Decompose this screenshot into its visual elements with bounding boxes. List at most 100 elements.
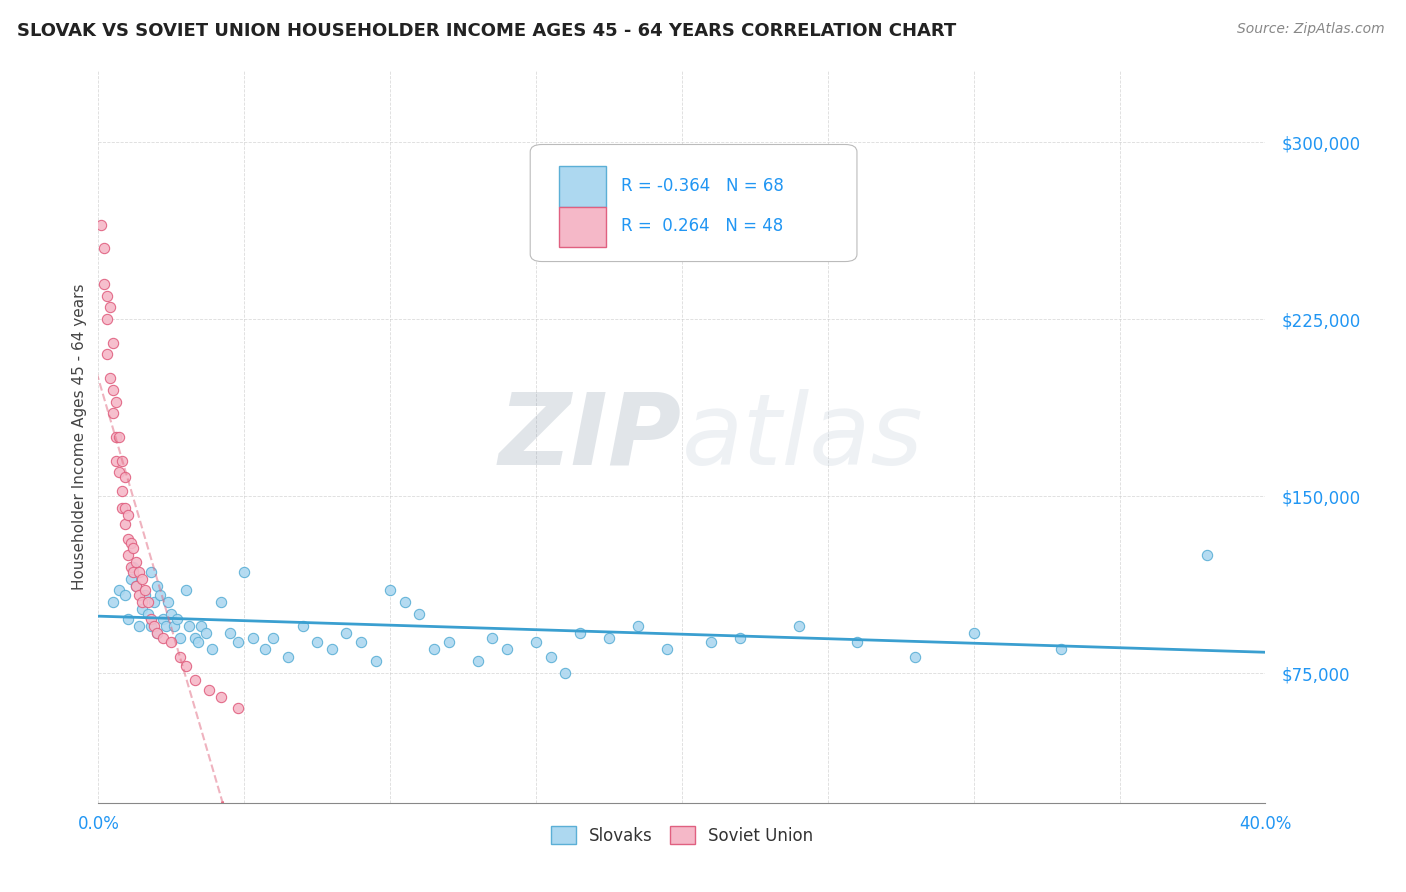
Point bbox=[700, 635, 723, 649]
Point bbox=[209, 690, 232, 704]
Point bbox=[117, 532, 139, 546]
FancyBboxPatch shape bbox=[560, 167, 606, 207]
Point bbox=[174, 659, 197, 673]
Point bbox=[111, 500, 134, 515]
Point bbox=[120, 536, 142, 550]
Point bbox=[307, 635, 329, 649]
Point bbox=[104, 394, 127, 409]
Point bbox=[554, 666, 576, 681]
Legend: Slovaks, Soviet Union: Slovaks, Soviet Union bbox=[543, 818, 821, 853]
Point bbox=[1195, 548, 1218, 562]
Point bbox=[125, 579, 148, 593]
Point bbox=[134, 588, 156, 602]
Point bbox=[114, 517, 136, 532]
Point bbox=[277, 649, 299, 664]
Point bbox=[423, 642, 446, 657]
Text: ZIP: ZIP bbox=[499, 389, 682, 485]
Point bbox=[131, 602, 153, 616]
Text: Source: ZipAtlas.com: Source: ZipAtlas.com bbox=[1237, 22, 1385, 37]
Point bbox=[134, 583, 156, 598]
Point bbox=[187, 635, 209, 649]
Point bbox=[155, 619, 177, 633]
Point bbox=[183, 673, 205, 687]
Point bbox=[125, 555, 148, 569]
Point bbox=[139, 619, 162, 633]
FancyBboxPatch shape bbox=[560, 207, 606, 247]
Point bbox=[1050, 642, 1073, 657]
Text: R = -0.364   N = 68: R = -0.364 N = 68 bbox=[621, 178, 785, 195]
Point bbox=[408, 607, 430, 621]
Point bbox=[104, 430, 127, 444]
Point bbox=[598, 631, 620, 645]
Point bbox=[183, 631, 205, 645]
Point bbox=[98, 371, 121, 385]
Point bbox=[90, 218, 112, 232]
Point bbox=[114, 588, 136, 602]
Point bbox=[195, 626, 218, 640]
Point bbox=[496, 642, 519, 657]
Point bbox=[218, 626, 240, 640]
Point bbox=[335, 626, 357, 640]
Point bbox=[169, 649, 191, 664]
Point bbox=[627, 619, 650, 633]
Point bbox=[131, 595, 153, 609]
Point bbox=[96, 312, 118, 326]
Point bbox=[228, 635, 250, 649]
Point bbox=[142, 619, 165, 633]
Point bbox=[117, 508, 139, 522]
Point bbox=[540, 649, 562, 664]
Point bbox=[146, 579, 169, 593]
Point bbox=[101, 335, 124, 350]
Point bbox=[169, 631, 191, 645]
Point bbox=[136, 607, 159, 621]
Point bbox=[149, 588, 172, 602]
Point bbox=[157, 595, 180, 609]
Point bbox=[98, 301, 121, 315]
Point bbox=[139, 612, 162, 626]
Point bbox=[128, 619, 150, 633]
Point bbox=[846, 635, 869, 649]
Point bbox=[93, 277, 115, 291]
Point bbox=[787, 619, 810, 633]
Point bbox=[101, 595, 124, 609]
Point bbox=[160, 607, 183, 621]
Point bbox=[117, 612, 139, 626]
Point bbox=[394, 595, 416, 609]
Point bbox=[262, 631, 284, 645]
Point bbox=[139, 565, 162, 579]
Point bbox=[904, 649, 927, 664]
Text: R =  0.264   N = 48: R = 0.264 N = 48 bbox=[621, 218, 783, 235]
Point bbox=[122, 559, 145, 574]
Point bbox=[111, 453, 134, 467]
Point bbox=[568, 626, 591, 640]
Point bbox=[108, 583, 131, 598]
Point bbox=[177, 619, 200, 633]
Point bbox=[233, 565, 256, 579]
Point bbox=[657, 642, 679, 657]
Point bbox=[122, 541, 145, 555]
Point bbox=[120, 559, 142, 574]
Point bbox=[93, 241, 115, 255]
Point bbox=[125, 579, 148, 593]
Point bbox=[962, 626, 984, 640]
Point bbox=[321, 642, 343, 657]
Point bbox=[524, 635, 547, 649]
Point bbox=[108, 430, 131, 444]
Point bbox=[166, 612, 188, 626]
Point bbox=[131, 572, 153, 586]
Point bbox=[146, 626, 169, 640]
Point bbox=[117, 548, 139, 562]
Point bbox=[174, 583, 197, 598]
Point bbox=[201, 642, 224, 657]
Point bbox=[228, 701, 250, 715]
Point bbox=[136, 595, 159, 609]
Point bbox=[160, 635, 183, 649]
Point bbox=[128, 565, 150, 579]
Point bbox=[152, 612, 174, 626]
Point bbox=[108, 466, 131, 480]
Point bbox=[253, 642, 276, 657]
Point bbox=[114, 500, 136, 515]
Point bbox=[101, 383, 124, 397]
Point bbox=[101, 407, 124, 421]
Point bbox=[163, 619, 186, 633]
